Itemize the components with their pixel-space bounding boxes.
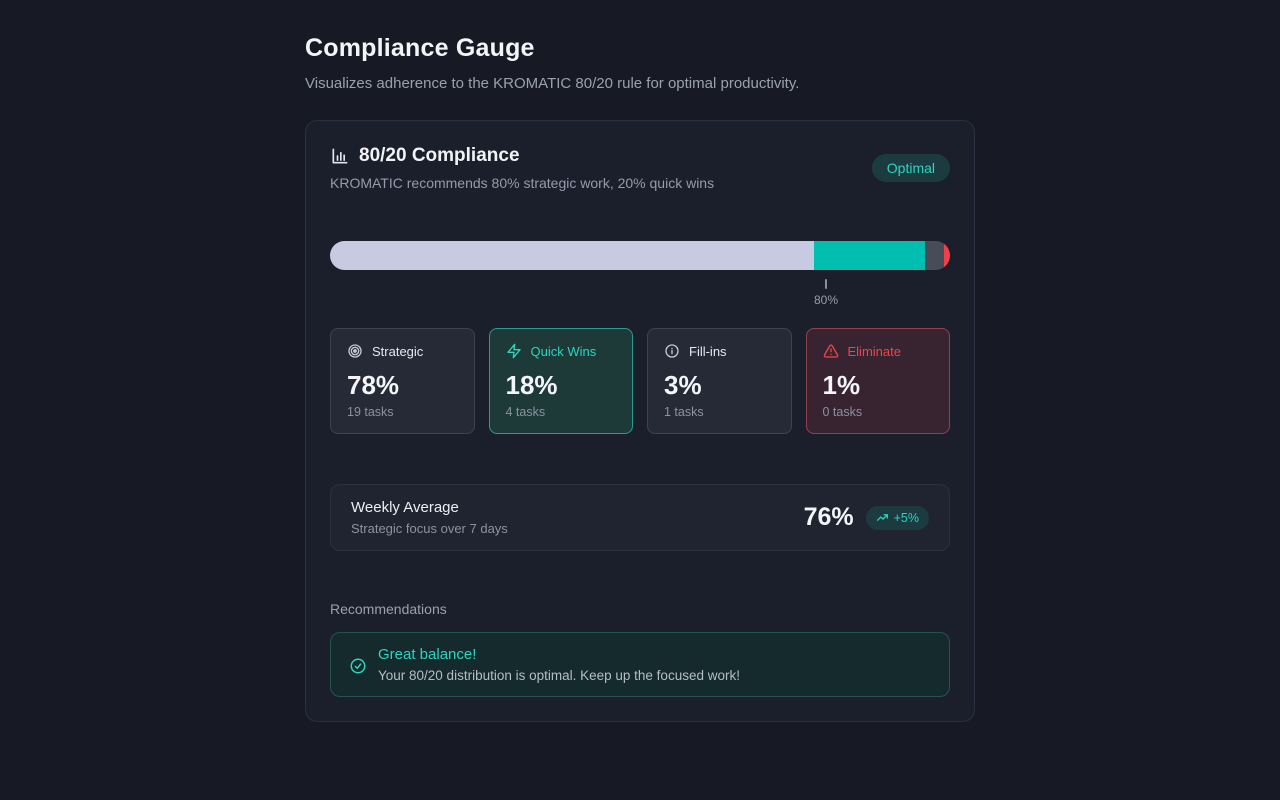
stat-label: Quick Wins bbox=[530, 343, 597, 359]
stat-label: Fill-ins bbox=[689, 343, 727, 359]
weekly-average-stats: 76% +5% bbox=[804, 503, 929, 532]
trending-up-icon bbox=[876, 511, 889, 524]
recommendation-text: Great balance! Your 80/20 distribution i… bbox=[378, 646, 740, 683]
gauge-target-marker: 80% bbox=[814, 279, 838, 307]
weekly-delta-value: +5% bbox=[893, 510, 919, 525]
check-circle-icon bbox=[349, 648, 367, 683]
stat-label: Strategic bbox=[372, 343, 424, 359]
weekly-average-subtitle: Strategic focus over 7 days bbox=[351, 521, 508, 536]
gauge-target-label: 80% bbox=[813, 293, 839, 307]
page-title: Compliance Gauge bbox=[305, 34, 535, 62]
card-subtitle: KROMATIC recommends 80% strategic work, … bbox=[330, 175, 715, 191]
gauge-segment-fill-ins bbox=[925, 241, 944, 270]
stat-tasks: 1 tasks bbox=[664, 405, 704, 419]
recommendations-heading: Recommendations bbox=[330, 601, 447, 617]
stats-grid: Strategic 78% 19 tasks Quick Wins 18% 4 … bbox=[330, 328, 950, 434]
stat-value: 1% bbox=[822, 370, 861, 400]
card-title: 80/20 Compliance bbox=[359, 145, 520, 166]
compliance-gauge: 80% bbox=[330, 241, 950, 307]
zap-icon bbox=[506, 343, 522, 359]
stat-card-quick-wins: Quick Wins 18% 4 tasks bbox=[488, 328, 633, 434]
weekly-average-value: 76% bbox=[803, 503, 854, 531]
alert-triangle-icon bbox=[823, 343, 839, 359]
recommendation-item: Great balance! Your 80/20 distribution i… bbox=[330, 632, 950, 697]
weekly-delta-badge: +5% bbox=[865, 505, 929, 530]
gauge-segment-eliminate bbox=[943, 241, 950, 270]
target-icon bbox=[347, 343, 363, 359]
page-subtitle: Visualizes adherence to the KROMATIC 80/… bbox=[305, 75, 800, 92]
stat-tasks: 0 tasks bbox=[822, 405, 863, 419]
gauge-tick-row: 80% bbox=[330, 270, 950, 307]
weekly-average-card: Weekly Average Strategic focus over 7 da… bbox=[330, 484, 950, 551]
stat-tasks: 19 tasks bbox=[347, 405, 394, 419]
stat-label: Eliminate bbox=[847, 343, 901, 359]
compliance-card: 80/20 Compliance KROMATIC recommends 80%… bbox=[305, 120, 975, 722]
status-badge: Optimal bbox=[871, 154, 950, 182]
card-header: 80/20 Compliance KROMATIC recommends 80%… bbox=[330, 145, 950, 191]
recommendation-title: Great balance! bbox=[378, 646, 477, 663]
stat-value: 18% bbox=[505, 370, 558, 400]
info-icon bbox=[664, 343, 680, 359]
content-column: Compliance Gauge Visualizes adherence to… bbox=[305, 0, 975, 722]
gauge-segment-quick-wins bbox=[813, 241, 926, 270]
recommendation-body: Your 80/20 distribution is optimal. Keep… bbox=[378, 668, 740, 683]
stat-card-eliminate: Eliminate 1% 0 tasks bbox=[805, 328, 950, 434]
weekly-average-title: Weekly Average bbox=[351, 499, 459, 516]
stat-value: 78% bbox=[347, 370, 400, 400]
stat-value: 3% bbox=[664, 370, 702, 400]
weekly-average-text: Weekly Average Strategic focus over 7 da… bbox=[351, 499, 508, 536]
tick-line bbox=[825, 279, 827, 289]
stat-card-strategic: Strategic 78% 19 tasks bbox=[330, 328, 475, 434]
card-header-text: 80/20 Compliance KROMATIC recommends 80%… bbox=[330, 145, 714, 191]
stat-card-fill-ins: Fill-ins 3% 1 tasks bbox=[647, 328, 792, 434]
gauge-segment-strategic bbox=[330, 241, 814, 270]
gauge-bar bbox=[330, 241, 950, 270]
stat-tasks: 4 tasks bbox=[505, 405, 546, 419]
bar-chart-icon bbox=[330, 146, 350, 166]
